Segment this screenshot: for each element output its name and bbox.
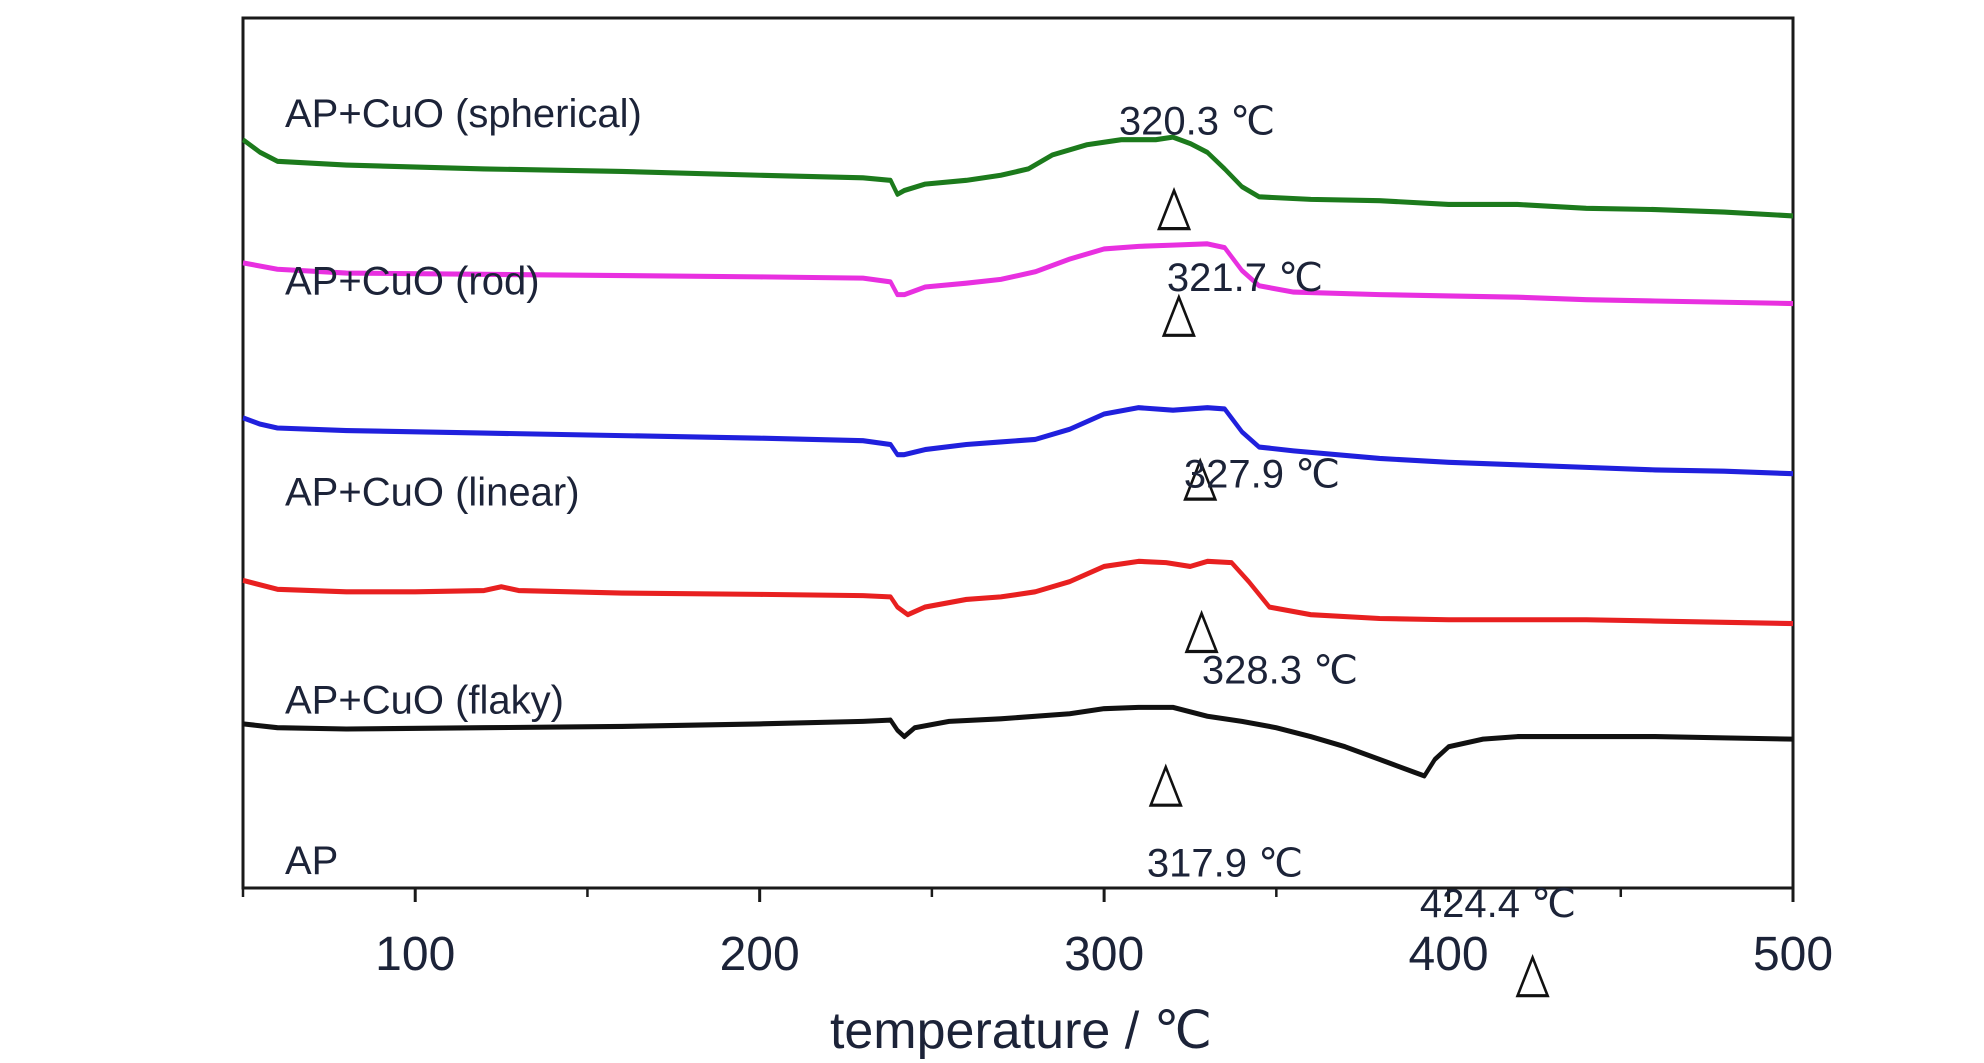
peak-marker-triangle xyxy=(1161,293,1196,337)
peak-marker-triangle xyxy=(1515,954,1550,998)
x-axis-ticks xyxy=(241,888,1795,902)
series-labels: AP+CuO (spherical) 320.3 ℃ AP+CuO (rod) 321… xyxy=(285,92,1576,926)
series-line xyxy=(242,405,1794,477)
peak-temperature-label: 317.9 ℃ xyxy=(1147,841,1303,885)
series-line xyxy=(242,558,1794,627)
peak-temperature-label: 328.3 ℃ xyxy=(1202,648,1358,692)
series-label: AP+CuO (rod) xyxy=(285,260,540,304)
x-tick-label: 400 xyxy=(1409,928,1489,981)
series-line xyxy=(242,241,1794,307)
series-label: AP+CuO (spherical) xyxy=(285,92,642,136)
x-tick-label: 100 xyxy=(375,928,455,981)
x-tick-label: 300 xyxy=(1064,928,1144,981)
x-tick-label: 500 xyxy=(1753,928,1833,981)
peak-marker-triangle xyxy=(1183,457,1218,501)
peak-temperature-label: 321.7 ℃ xyxy=(1167,256,1323,300)
x-tick-label: 200 xyxy=(720,928,800,981)
series-lines xyxy=(241,134,1794,779)
series-line xyxy=(242,704,1794,779)
series-line xyxy=(241,134,1794,219)
series-label: AP xyxy=(285,839,338,883)
peak-marker-triangle xyxy=(1148,763,1183,807)
x-axis-title: temperature / ℃ xyxy=(830,1002,1212,1060)
peak-temperature-label: 424.4 ℃ xyxy=(1420,882,1576,926)
peak-marker-triangle xyxy=(1157,186,1192,231)
peak-markers xyxy=(1148,186,1550,998)
x-axis-tick-labels: 100 200 300 400 500 xyxy=(375,928,1833,981)
series-label: AP+CuO (linear) xyxy=(285,470,580,514)
peak-marker-triangle xyxy=(1184,609,1219,654)
series-label: AP+CuO (flaky) xyxy=(285,679,564,723)
peak-temperature-label: 327.9 ℃ xyxy=(1184,453,1340,497)
peak-temperature-label: 320.3 ℃ xyxy=(1119,100,1275,144)
plot-frame xyxy=(241,16,1795,890)
